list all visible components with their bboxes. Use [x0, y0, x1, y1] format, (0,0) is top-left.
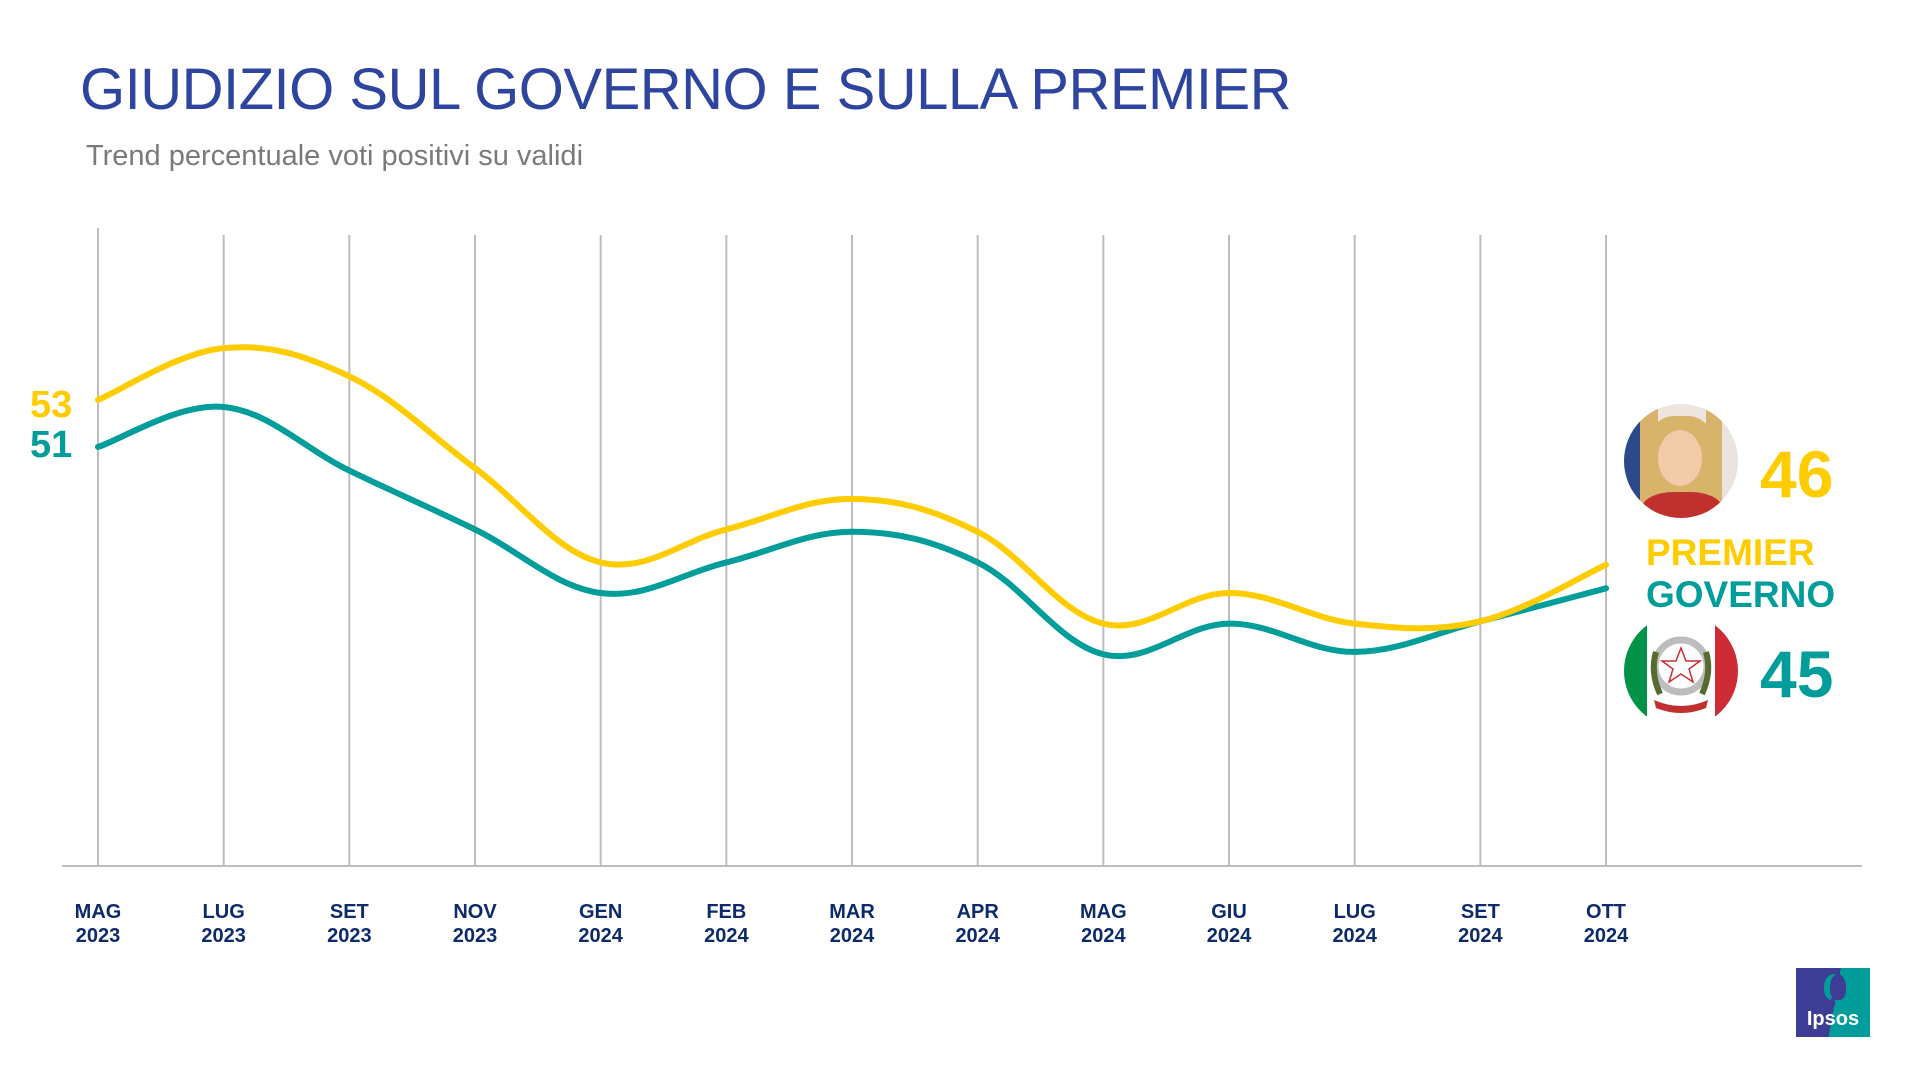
x-tick-year: 2024 [1583, 925, 1629, 947]
x-tick-year: 2023 [201, 925, 246, 947]
premier-start-value: 53 [30, 384, 73, 426]
x-tick-month: MAG [74, 901, 122, 923]
premier-portrait-image [1624, 404, 1738, 518]
x-tick-label: LUG 2024 [1295, 900, 1415, 948]
governo-current-value: 45 [1760, 637, 1834, 711]
series-line-governo [95, 403, 1610, 659]
x-tick-label: GEN 2024 [541, 900, 661, 948]
x-tick-year: 2024 [1206, 925, 1252, 947]
x-tick-label: GIU 2024 [1169, 900, 1289, 948]
x-tick-label: LUG 2023 [164, 900, 284, 948]
x-tick-month: GIU [1211, 901, 1247, 923]
x-tick-year: 2024 [704, 925, 749, 947]
x-tick-month: LUG [202, 901, 245, 923]
x-tick-month: SET [329, 901, 369, 923]
x-tick-year: 2024 [955, 925, 1000, 947]
logo-text: Ipsos [1806, 1008, 1860, 1030]
x-tick-month: NOV [453, 901, 497, 923]
x-tick-year: 2024 [578, 925, 623, 947]
x-tick-year: 2024 [829, 925, 875, 947]
x-tick-month: MAR [829, 901, 875, 923]
page-subtitle: Trend percentuale voti positivi su valid… [86, 140, 584, 172]
x-tick-month: GEN [579, 901, 623, 923]
x-tick-year: 2023 [327, 925, 372, 947]
x-tick-label: FEB 2024 [666, 900, 786, 948]
x-tick-label: APR 2024 [918, 900, 1038, 948]
x-tick-month: SET [1460, 901, 1500, 923]
governo-start-value: 51 [30, 424, 73, 466]
x-tick-label: SET 2024 [1420, 900, 1540, 948]
x-tick-year: 2023 [75, 925, 121, 947]
x-tick-label: SET 2023 [289, 900, 409, 948]
x-tick-label: MAR 2024 [792, 900, 912, 948]
premier-current-value: 46 [1760, 437, 1834, 511]
series-line-premier [95, 344, 1610, 632]
gridlines [97, 228, 1608, 866]
x-tick-label: MAG 2024 [1043, 900, 1163, 948]
x-tick-label: MAG 2023 [38, 900, 158, 948]
x-tick-month: MAG [1080, 901, 1127, 923]
x-tick-month: OTT [1586, 901, 1627, 923]
x-tick-year: 2024 [1332, 925, 1377, 947]
legend-governo-label: GOVERNO [1646, 574, 1836, 615]
series-lines [95, 344, 1610, 659]
x-tick-label: OTT 2024 [1546, 900, 1666, 948]
ipsos-logo: Ipsos [1796, 968, 1870, 1037]
legend-premier-label: PREMIER [1646, 532, 1815, 573]
x-tick-year: 2023 [452, 925, 498, 947]
page-title: GIUDIZIO SUL GOVERNO E SULLA PREMIER [80, 57, 1292, 122]
x-tick-month: FEB [706, 901, 747, 923]
x-tick-month: APR [956, 901, 999, 923]
x-tick-year: 2024 [1458, 925, 1503, 947]
x-tick-label: NOV 2023 [415, 900, 535, 948]
x-tick-year: 2024 [1081, 925, 1126, 947]
x-tick-month: LUG [1333, 901, 1376, 923]
italian-emblem-icon [1624, 614, 1738, 728]
